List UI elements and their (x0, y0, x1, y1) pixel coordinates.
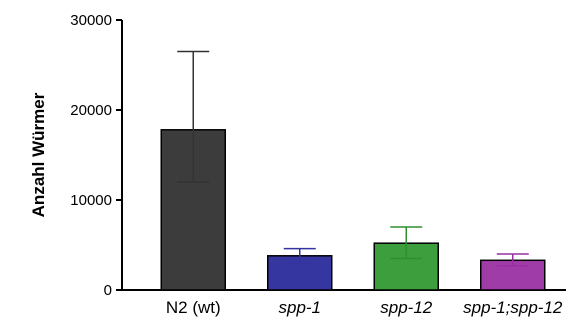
y-axis-title: Anzahl Würmer (29, 92, 48, 217)
y-tick-label: 10000 (70, 192, 112, 209)
x-tick-label: spp-1 (278, 298, 321, 317)
y-ticks: 0 10000 20000 30000 (70, 12, 122, 299)
y-tick-label: 20000 (70, 102, 112, 119)
x-tick-labels: N2 (wt) spp-1 spp-12 spp-1;spp-12 (166, 298, 563, 317)
y-tick-label: 30000 (70, 12, 112, 29)
error-bars (177, 50, 529, 267)
y-tick-label: 0 (104, 282, 112, 299)
x-tick-label: spp-12 (380, 298, 433, 317)
x-tick-label: N2 (wt) (166, 298, 221, 317)
bars (160, 129, 546, 291)
x-tick-label: spp-1;spp-12 (463, 298, 563, 317)
